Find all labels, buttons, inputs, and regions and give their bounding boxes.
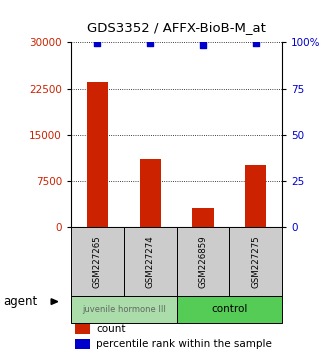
Bar bbox=[75, 339, 90, 349]
Text: juvenile hormone III: juvenile hormone III bbox=[82, 305, 166, 314]
Point bbox=[200, 42, 206, 48]
Bar bbox=[177, 296, 282, 323]
Point bbox=[95, 41, 100, 46]
Point bbox=[148, 41, 153, 46]
Text: GSM226859: GSM226859 bbox=[198, 235, 208, 288]
Text: GSM227275: GSM227275 bbox=[251, 235, 260, 288]
Text: GSM227274: GSM227274 bbox=[146, 235, 155, 288]
Bar bbox=[124, 227, 177, 296]
Bar bbox=[245, 165, 266, 227]
Bar bbox=[75, 325, 90, 335]
Text: percentile rank within the sample: percentile rank within the sample bbox=[96, 339, 272, 349]
Bar bbox=[177, 227, 229, 296]
Text: count: count bbox=[96, 325, 126, 335]
Polygon shape bbox=[51, 299, 58, 304]
Bar bbox=[71, 296, 177, 323]
Bar bbox=[71, 227, 124, 296]
Text: GSM227265: GSM227265 bbox=[93, 235, 102, 288]
Text: GDS3352 / AFFX-BioB-M_at: GDS3352 / AFFX-BioB-M_at bbox=[87, 21, 266, 34]
Point bbox=[253, 41, 258, 46]
Bar bbox=[140, 159, 161, 227]
Text: control: control bbox=[211, 304, 248, 314]
Bar bbox=[229, 227, 282, 296]
Bar bbox=[87, 82, 108, 227]
Bar bbox=[192, 209, 214, 227]
Text: agent: agent bbox=[3, 295, 38, 308]
